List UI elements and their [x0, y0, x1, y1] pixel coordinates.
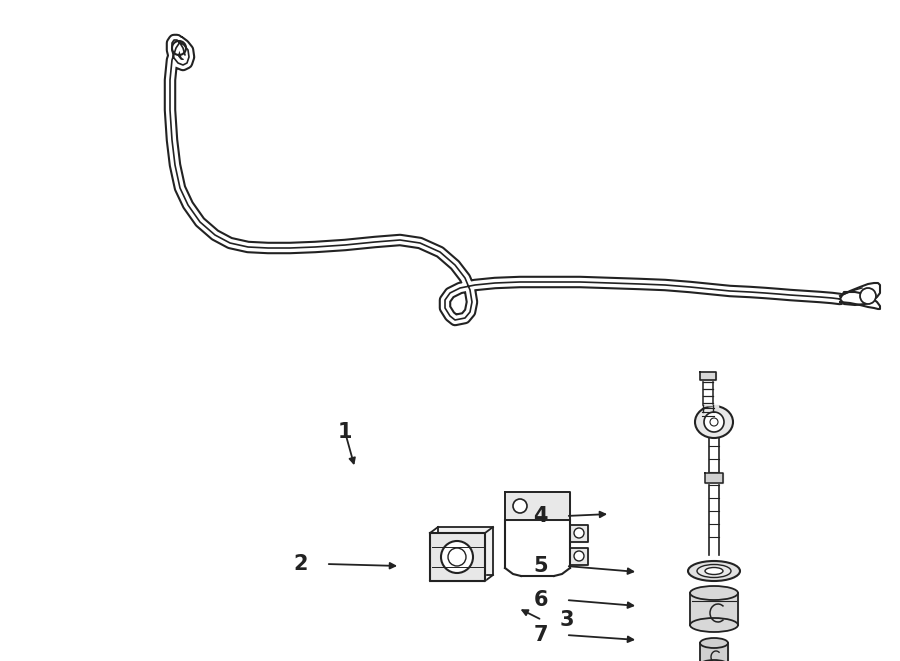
Circle shape [513, 499, 527, 513]
Text: 1: 1 [338, 422, 352, 442]
Text: 3: 3 [560, 610, 574, 630]
Ellipse shape [688, 561, 740, 581]
Polygon shape [505, 492, 570, 520]
Text: 5: 5 [534, 556, 548, 576]
Ellipse shape [705, 568, 723, 574]
Text: 4: 4 [534, 506, 548, 526]
Circle shape [448, 548, 466, 566]
Ellipse shape [690, 586, 738, 600]
Ellipse shape [700, 660, 728, 661]
Ellipse shape [695, 406, 733, 438]
Circle shape [860, 288, 876, 304]
Ellipse shape [697, 564, 731, 578]
Circle shape [574, 551, 584, 561]
Circle shape [704, 412, 724, 432]
Ellipse shape [690, 618, 738, 632]
Text: 7: 7 [534, 625, 548, 645]
Polygon shape [700, 643, 728, 661]
Polygon shape [570, 548, 588, 565]
Polygon shape [438, 527, 493, 575]
Polygon shape [570, 525, 588, 542]
Polygon shape [430, 533, 485, 581]
Text: 2: 2 [293, 554, 308, 574]
Polygon shape [705, 473, 723, 483]
Ellipse shape [700, 638, 728, 648]
Circle shape [441, 541, 473, 573]
Text: 6: 6 [534, 590, 548, 610]
Polygon shape [700, 372, 716, 380]
Polygon shape [840, 283, 880, 309]
Polygon shape [703, 405, 718, 410]
Polygon shape [690, 593, 738, 625]
Circle shape [710, 418, 718, 426]
Circle shape [574, 528, 584, 538]
